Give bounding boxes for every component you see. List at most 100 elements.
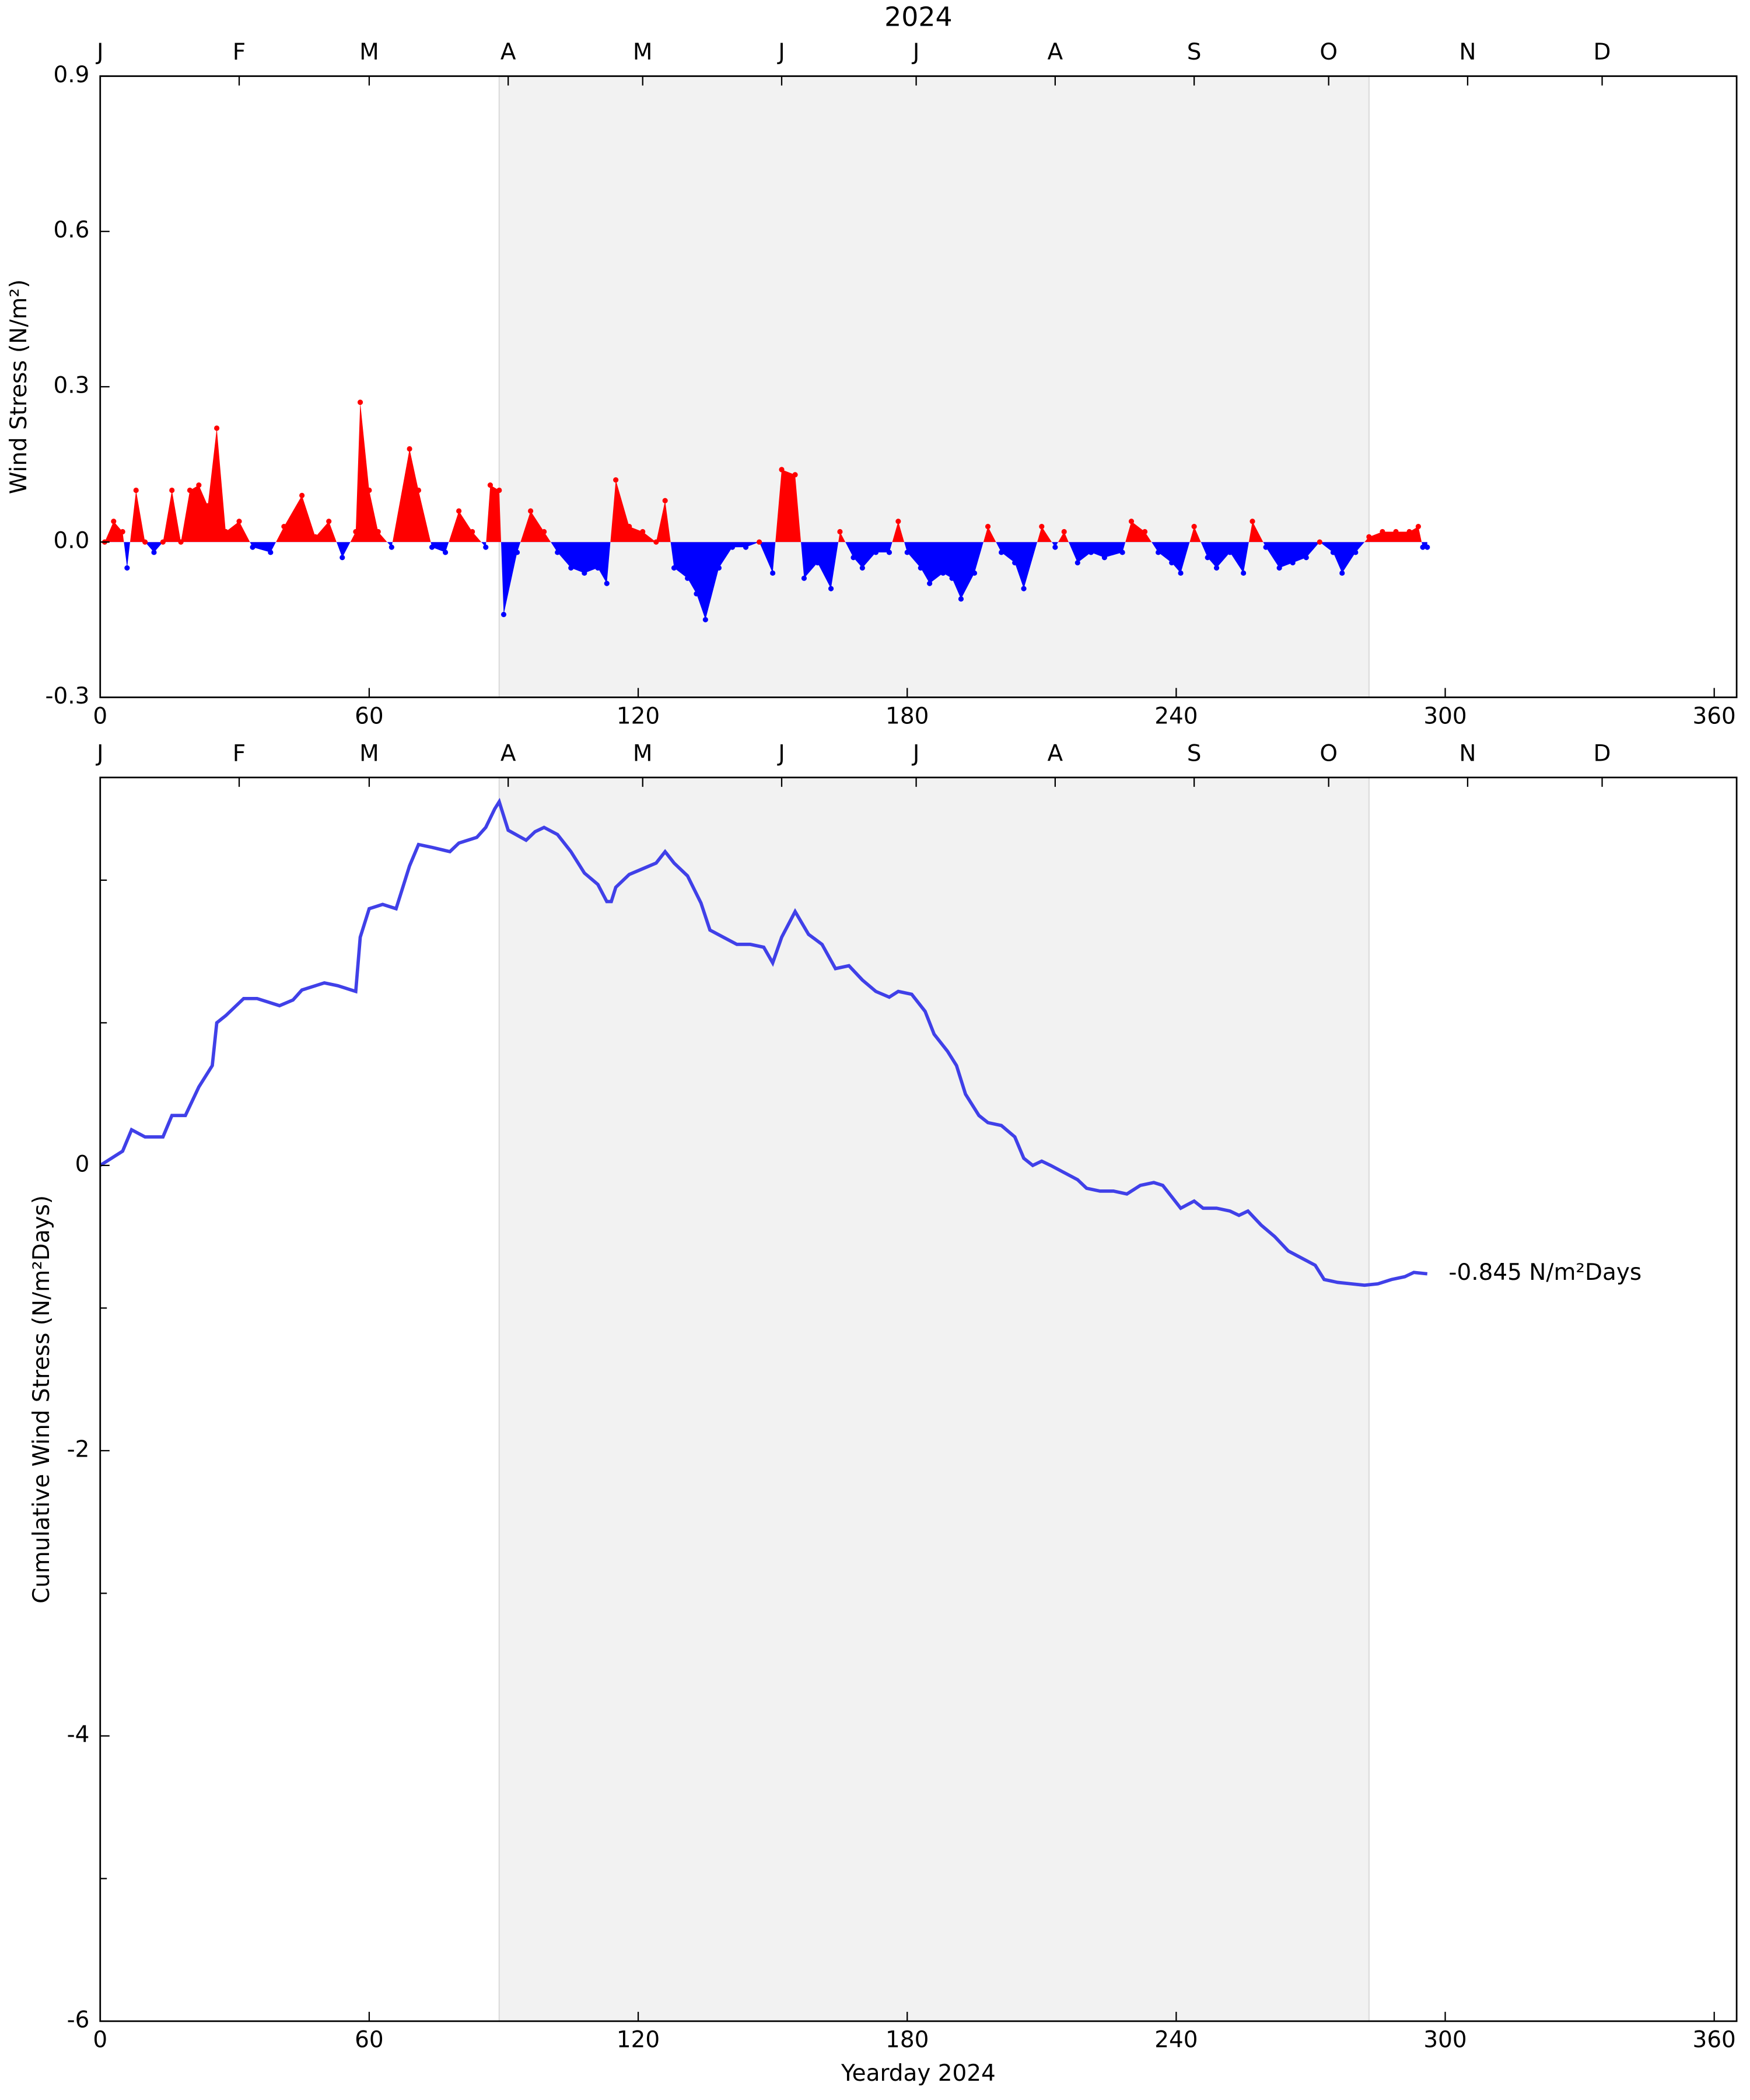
data-point [568,565,574,571]
data-point [415,487,422,494]
data-point [949,575,955,581]
y-tick-label: -0.3 [45,683,89,709]
data-point [1012,560,1018,566]
y-tick-label: 0.6 [54,217,90,243]
data-point [1303,555,1309,561]
month-label: J [95,740,103,766]
x-tick-label: 120 [617,703,660,729]
data-point [1191,523,1197,530]
data-point [496,487,502,494]
data-point [1393,528,1399,535]
data-point [595,565,601,571]
data-point [483,544,489,550]
month-label: D [1594,740,1611,766]
month-label: M [359,740,379,766]
data-point [1088,550,1094,555]
month-label: A [1048,740,1063,766]
data-point [470,528,475,535]
shaded-period [498,75,1370,698]
month-label: M [633,39,653,65]
data-point [1276,565,1282,571]
data-point [756,539,762,545]
month-label: F [233,740,246,766]
data-point [1074,560,1080,566]
y-tick-label: 0.0 [54,528,90,554]
month-label: A [501,39,516,65]
data-point [792,472,798,478]
data-point [442,550,449,555]
data-point [604,580,610,586]
data-point [281,523,287,530]
data-point [582,570,587,576]
data-point [716,565,722,571]
data-point [353,528,359,535]
month-label: O [1320,39,1338,65]
x-tick-label: 300 [1423,703,1466,729]
data-point [828,586,834,592]
chart-title: 2024 [884,1,953,33]
data-point [375,528,381,535]
data-point [205,503,211,509]
negative-area [104,542,1427,620]
data-point [1205,555,1210,561]
data-point [779,467,785,473]
y-tick-label: -2 [67,1436,90,1462]
x-tick-label: 240 [1154,2027,1198,2053]
data-point [1353,550,1359,555]
data-point [729,544,736,550]
data-point [770,570,776,576]
data-point [1021,586,1027,592]
data-point [837,528,843,535]
x-tick-label: 300 [1423,2027,1466,2053]
data-point [1213,565,1220,571]
y-tick-label: 0.9 [54,62,90,88]
data-point [555,550,561,555]
data-point [904,550,910,555]
month-label: M [359,39,379,65]
data-point [1142,528,1148,535]
data-point [133,487,139,494]
data-point [1250,519,1255,524]
data-point [940,570,946,576]
data-point [299,492,305,498]
month-label: A [501,740,516,766]
y-tick-label: 0 [75,1151,90,1177]
data-point [1339,570,1345,576]
data-point [702,617,708,622]
data-point [662,498,668,503]
month-label: J [911,39,919,65]
data-point [873,550,878,555]
data-point [1061,528,1067,535]
month-label: M [633,740,653,766]
data-point [685,575,691,581]
x-tick-label: 120 [617,2027,660,2053]
data-point [1290,560,1296,566]
month-label: D [1594,39,1611,65]
month-label: J [776,740,785,766]
data-point [169,487,175,494]
data-point [196,482,202,488]
data-point [366,487,372,494]
month-label: S [1187,740,1202,766]
month-label: J [776,39,785,65]
data-point [340,555,345,561]
x-tick-label: 180 [886,703,929,729]
data-point [268,550,274,555]
y-tick-label: -6 [67,2007,90,2033]
data-point [1156,550,1161,555]
data-point [971,570,978,576]
data-point [814,560,821,566]
data-point [1380,528,1385,535]
data-point [187,487,193,494]
data-point [1178,570,1184,576]
data-point [429,544,435,550]
data-point [236,519,242,524]
data-point [801,575,807,581]
data-point [626,523,632,530]
data-point [1330,550,1336,555]
data-point [214,425,220,431]
month-label: N [1459,39,1476,65]
month-label: J [911,740,919,766]
data-point [1101,555,1107,561]
